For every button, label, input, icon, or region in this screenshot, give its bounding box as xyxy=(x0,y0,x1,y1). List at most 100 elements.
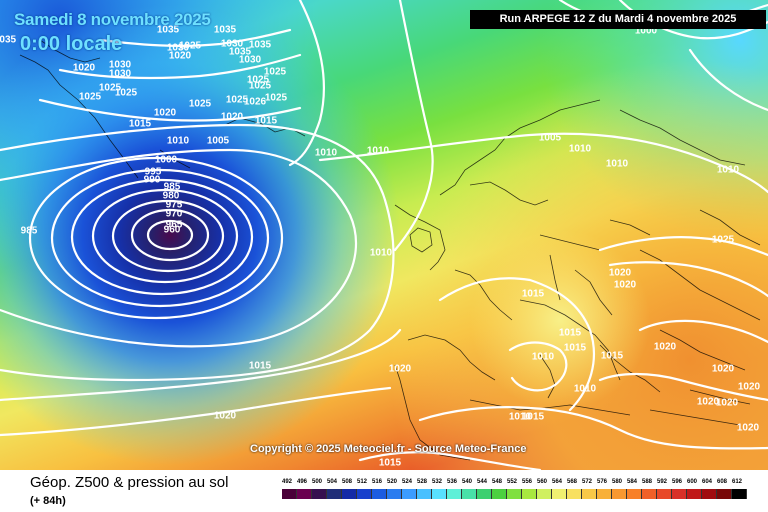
isobar-label: 1035 xyxy=(249,40,272,51)
isobar-label: 1015 xyxy=(255,116,278,127)
isobar-label: 1025 xyxy=(265,93,288,104)
isobar-label: 1005 xyxy=(207,136,230,147)
isobar-label: 1015 xyxy=(564,343,587,354)
scale-tick-label: 496 xyxy=(296,479,307,485)
scale-tick-label: 600 xyxy=(686,479,697,485)
isobar-label: 1035 xyxy=(0,35,17,46)
scale-tick-label: 592 xyxy=(656,479,667,485)
isobar-label: 1010 xyxy=(367,146,390,157)
isobar-label: 1025 xyxy=(712,235,735,246)
isobar-label: 975 xyxy=(166,200,183,211)
scale-tick-label: 528 xyxy=(416,479,427,485)
scale-tick-label: 532 xyxy=(431,479,442,485)
isobar-label: 1015 xyxy=(129,119,152,130)
scale-tick-label: 540 xyxy=(461,479,472,485)
scale-swatch xyxy=(642,489,657,499)
scale-swatch xyxy=(282,489,297,499)
isobar-label: 1025 xyxy=(226,95,249,106)
forecast-date: Samedi 8 novembre 2025 xyxy=(14,10,211,29)
scale-swatch xyxy=(297,489,312,499)
scale-swatch xyxy=(702,489,717,499)
isobar-label: 970 xyxy=(166,209,183,220)
scale-swatch xyxy=(477,489,492,499)
isobar-label: 1025 xyxy=(247,75,270,86)
isobar-label: 1020 xyxy=(154,108,177,119)
scale-swatch xyxy=(507,489,522,499)
isobar-label: 1010 xyxy=(606,159,629,170)
isobar-label: 1020 xyxy=(697,397,720,408)
isobar-label: 1015 xyxy=(249,361,272,372)
scale-swatch xyxy=(657,489,672,499)
isobar-label: 965 xyxy=(166,220,183,231)
isobar-label: 1020 xyxy=(169,51,192,62)
scale-tick-label: 536 xyxy=(446,479,457,485)
scale-tick-label: 596 xyxy=(671,479,682,485)
scale-tick-label: 588 xyxy=(641,479,652,485)
isobar-label: 1030 xyxy=(109,60,132,71)
scale-swatch xyxy=(432,489,447,499)
isobar-label: 1020 xyxy=(712,364,735,375)
scale-swatch xyxy=(717,489,732,499)
scale-tick-label: 548 xyxy=(491,479,502,485)
scale-swatch xyxy=(567,489,582,499)
isobar-label: 1020 xyxy=(214,411,237,422)
isobar-label: 1030 xyxy=(109,69,132,80)
isobar-label: 1015 xyxy=(559,328,582,339)
scale-tick-label: 584 xyxy=(626,479,637,485)
isobar-label: 1025 xyxy=(264,67,287,78)
isobar-label: 1015 xyxy=(601,351,624,362)
scale-tick-label: 576 xyxy=(596,479,607,485)
isobar-label: 985 xyxy=(164,182,181,193)
isobar-label: 995 xyxy=(145,167,162,178)
scale-swatch xyxy=(522,489,537,499)
scale-tick-label: 492 xyxy=(281,479,292,485)
isobar-label: 1000 xyxy=(155,155,178,166)
scale-swatch xyxy=(732,489,747,499)
isobar-label: 1010 xyxy=(370,248,393,259)
scale-tick-label: 612 xyxy=(731,479,742,485)
scale-swatch xyxy=(597,489,612,499)
scale-swatch xyxy=(387,489,402,499)
isobar-label: 980 xyxy=(163,191,180,202)
scale-tick-label: 604 xyxy=(701,479,712,485)
scale-swatch xyxy=(342,489,357,499)
scale-swatch xyxy=(687,489,702,499)
isobars xyxy=(0,0,768,470)
scale-tick-label: 520 xyxy=(386,479,397,485)
scale-tick-label: 500 xyxy=(311,479,322,485)
scale-swatch xyxy=(537,489,552,499)
map-product-title: Géop. Z500 & pression au sol xyxy=(30,474,229,491)
scale-swatch xyxy=(357,489,372,499)
scale-tick-label: 572 xyxy=(581,479,592,485)
isobar-label: 1025 xyxy=(179,41,202,52)
scale-swatch xyxy=(417,489,432,499)
scale-swatch xyxy=(462,489,477,499)
isobar-label: 960 xyxy=(164,225,181,236)
isobar-label: 1020 xyxy=(389,364,412,375)
isobar-label: 1020 xyxy=(221,112,244,123)
isobar-label: 1010 xyxy=(315,148,338,159)
isobar-label: 1030 xyxy=(167,43,190,54)
isobar-label: 1010 xyxy=(532,352,555,363)
isobar-label: 1005 xyxy=(539,133,562,144)
isobar-label: 1020 xyxy=(73,63,96,74)
isobar-label: 985 xyxy=(21,226,38,237)
scale-swatch xyxy=(672,489,687,499)
isobar-label: 1025 xyxy=(115,88,138,99)
isobar-label: 1035 xyxy=(157,25,180,36)
forecast-time: 0:00 locale xyxy=(20,33,123,55)
scale-tick-label: 556 xyxy=(521,479,532,485)
weather-map: 1035103510351035103010301035103010251020… xyxy=(0,0,768,470)
isobar-label: 1010 xyxy=(569,144,592,155)
scale-tick-label: 504 xyxy=(326,479,337,485)
isobar-label: 1025 xyxy=(189,99,212,110)
isobar-label: 1020 xyxy=(609,268,632,279)
isobar-label: 1015 xyxy=(522,412,545,423)
scale-tick-label: 508 xyxy=(341,479,352,485)
scale-tick-label: 516 xyxy=(371,479,382,485)
isobar-label: 1020 xyxy=(737,423,760,434)
scale-tick-label: 568 xyxy=(566,479,577,485)
lead-time: (+ 84h) xyxy=(30,495,66,507)
scale-tick-label: 512 xyxy=(356,479,367,485)
